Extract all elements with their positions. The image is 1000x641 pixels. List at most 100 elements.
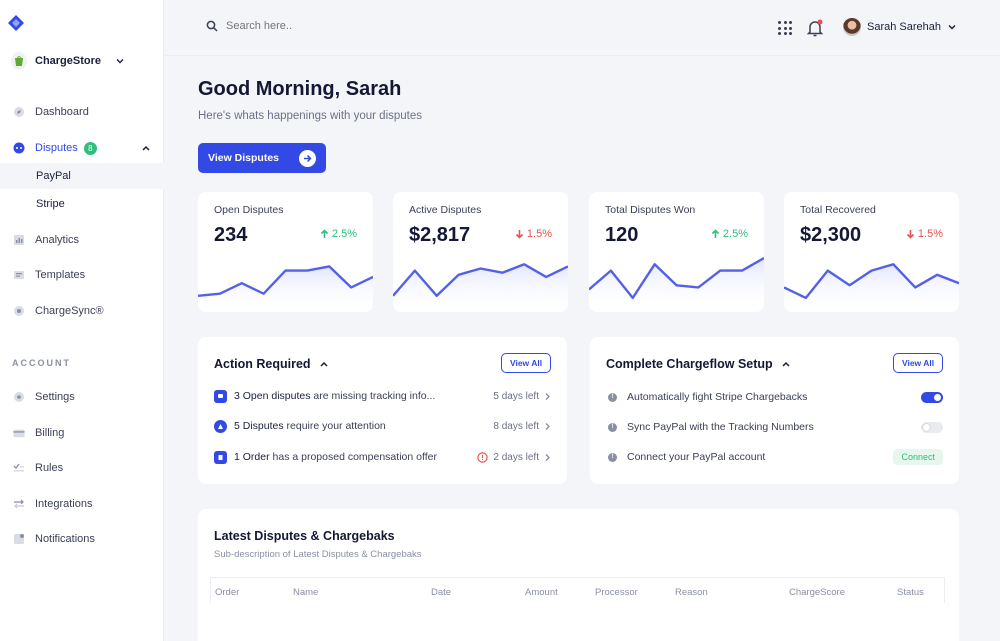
sidebar-item-label: Rules: [35, 462, 64, 474]
chevron-down-icon: [948, 24, 956, 30]
table-header: Order Name Date Amount Processor Reason …: [210, 577, 945, 603]
stat-label: Total Recovered: [800, 204, 876, 216]
setup-title[interactable]: Complete Chargeflow Setup: [606, 357, 791, 371]
column-header-processor[interactable]: Processor: [595, 587, 638, 598]
sidebar-item-disputes[interactable]: Disputes 8: [0, 136, 164, 160]
setup-item: ! Connect your PayPal account Connect: [606, 447, 943, 467]
stat-change: 1.5%: [515, 228, 552, 240]
stat-card[interactable]: Total Disputes Won 120 2.5%: [589, 192, 764, 312]
column-header-name[interactable]: Name: [293, 587, 319, 598]
chevron-up-icon[interactable]: [141, 144, 151, 152]
sidebar: ChargeStore Dashboard Disputes 8 PayPal …: [0, 0, 164, 641]
disputes-icon: [13, 142, 25, 154]
stat-card[interactable]: Open Disputes 234 2.5%: [198, 192, 373, 312]
sparkline-chart: [198, 265, 373, 312]
view-disputes-label: View Disputes: [208, 152, 279, 164]
store-selector[interactable]: ChargeStore: [11, 52, 125, 70]
sparkline-line: [589, 256, 764, 300]
action-item[interactable]: 3 Open disputes are missing tracking inf…: [214, 386, 551, 406]
sidebar-item-billing[interactable]: Billing: [0, 421, 164, 445]
disputes-count-badge: 8: [83, 141, 97, 155]
sparkline-area: [784, 264, 959, 312]
document-icon: [214, 450, 227, 464]
sidebar-item-settings[interactable]: Settings: [0, 385, 164, 409]
sidebar-item-rules[interactable]: Rules: [0, 456, 164, 480]
stat-change: 2.5%: [320, 228, 357, 240]
shopify-icon: [11, 52, 27, 70]
stripe-autofight-toggle[interactable]: [921, 391, 943, 403]
latest-disputes-title: Latest Disputes & Chargebaks: [214, 529, 395, 543]
connect-paypal-button[interactable]: Connect: [893, 449, 943, 465]
column-header-amount[interactable]: Amount: [525, 587, 558, 598]
setup-panel: Complete Chargeflow Setup View All ! Aut…: [590, 337, 959, 484]
chevron-up-icon: [320, 361, 328, 367]
stat-change-value: 2.5%: [722, 228, 748, 240]
setup-title-text: Complete Chargeflow Setup: [606, 357, 773, 371]
sidebar-item-notifications[interactable]: Notifications: [0, 527, 164, 551]
action-item-text: has a proposed compensation offer: [269, 451, 437, 463]
stat-change-value: 1.5%: [526, 228, 552, 240]
avatar: [843, 18, 861, 36]
setup-item-label: Automatically fight Stripe Chargebacks: [627, 391, 808, 403]
arrow-up-icon: [711, 229, 719, 238]
bell-icon[interactable]: [806, 18, 824, 38]
checklist-icon: [13, 462, 25, 474]
sparkline-area: [198, 266, 373, 312]
column-header-reason[interactable]: Reason: [675, 587, 708, 598]
stat-card[interactable]: Active Disputes $2,817 1.5%: [393, 192, 568, 312]
arrow-up-icon: [320, 229, 328, 238]
sidebar-item-label: Settings: [35, 391, 75, 403]
sidebar-subitem-paypal[interactable]: PayPal: [0, 163, 164, 189]
compass-icon: [13, 106, 25, 118]
message-icon: [214, 389, 227, 403]
column-header-date[interactable]: Date: [431, 587, 452, 598]
stat-value: $2,817: [409, 224, 471, 246]
action-required-panel: Action Required View All 3 Open disputes…: [198, 337, 567, 484]
action-item-lead: 5 Disputes: [234, 420, 284, 432]
setup-view-all-button[interactable]: View All: [893, 353, 943, 373]
sidebar-item-dashboard[interactable]: Dashboard: [0, 100, 164, 124]
sparkline-area: [393, 264, 568, 312]
stat-change: 2.5%: [711, 228, 748, 240]
warning-icon: [214, 419, 227, 433]
page-subtitle: Here's whats happenings with your disput…: [198, 110, 423, 122]
analytics-icon: [13, 234, 25, 246]
info-icon: !: [608, 422, 617, 432]
action-item[interactable]: 5 Disputes require your attention 8 days…: [214, 416, 551, 436]
action-required-title[interactable]: Action Required: [214, 357, 329, 371]
column-header-chargescore[interactable]: ChargeScore: [789, 587, 845, 598]
user-name: Sarah Sarehah: [867, 21, 941, 33]
stat-change-value: 1.5%: [917, 228, 943, 240]
search-input[interactable]: [226, 20, 426, 32]
arrow-down-icon: [515, 230, 523, 239]
app-logo-icon[interactable]: [7, 14, 25, 32]
column-header-order[interactable]: Order: [215, 587, 240, 598]
sidebar-item-chargesync[interactable]: ChargeSync®: [0, 299, 164, 323]
action-item-due: 5 days left: [493, 390, 539, 402]
action-required-view-all-button[interactable]: View All: [501, 353, 551, 373]
sidebar-item-templates[interactable]: Templates: [0, 263, 164, 287]
sparkline-line: [393, 263, 568, 297]
stat-label: Active Disputes: [409, 204, 482, 216]
sync-icon: [13, 305, 25, 317]
action-item[interactable]: 1 Order has a proposed compensation offe…: [214, 447, 551, 467]
search-bar[interactable]: [206, 20, 426, 32]
latest-disputes-panel: Latest Disputes & Chargebaks Sub-descrip…: [198, 509, 959, 641]
column-header-status[interactable]: Status: [897, 587, 924, 598]
sidebar-item-integrations[interactable]: Integrations: [0, 492, 164, 516]
chevron-right-icon: [545, 392, 550, 400]
view-disputes-button[interactable]: View Disputes: [198, 143, 326, 173]
user-menu[interactable]: Sarah Sarehah: [843, 18, 957, 36]
sidebar-item-analytics[interactable]: Analytics: [0, 228, 164, 252]
stat-change: 1.5%: [906, 228, 943, 240]
sidebar-item-label: Dashboard: [35, 106, 89, 118]
chevron-down-icon: [116, 59, 124, 64]
sidebar-subitem-stripe[interactable]: Stripe: [0, 191, 164, 217]
chevron-right-icon: [545, 422, 550, 430]
sidebar-item-label: Notifications: [35, 533, 95, 545]
action-item-due: 8 days left: [493, 420, 539, 432]
paypal-sync-toggle[interactable]: [921, 421, 943, 433]
stat-card[interactable]: Total Recovered $2,300 1.5%: [784, 192, 959, 312]
store-name: ChargeStore: [35, 55, 102, 67]
apps-grid-icon[interactable]: [778, 21, 792, 35]
